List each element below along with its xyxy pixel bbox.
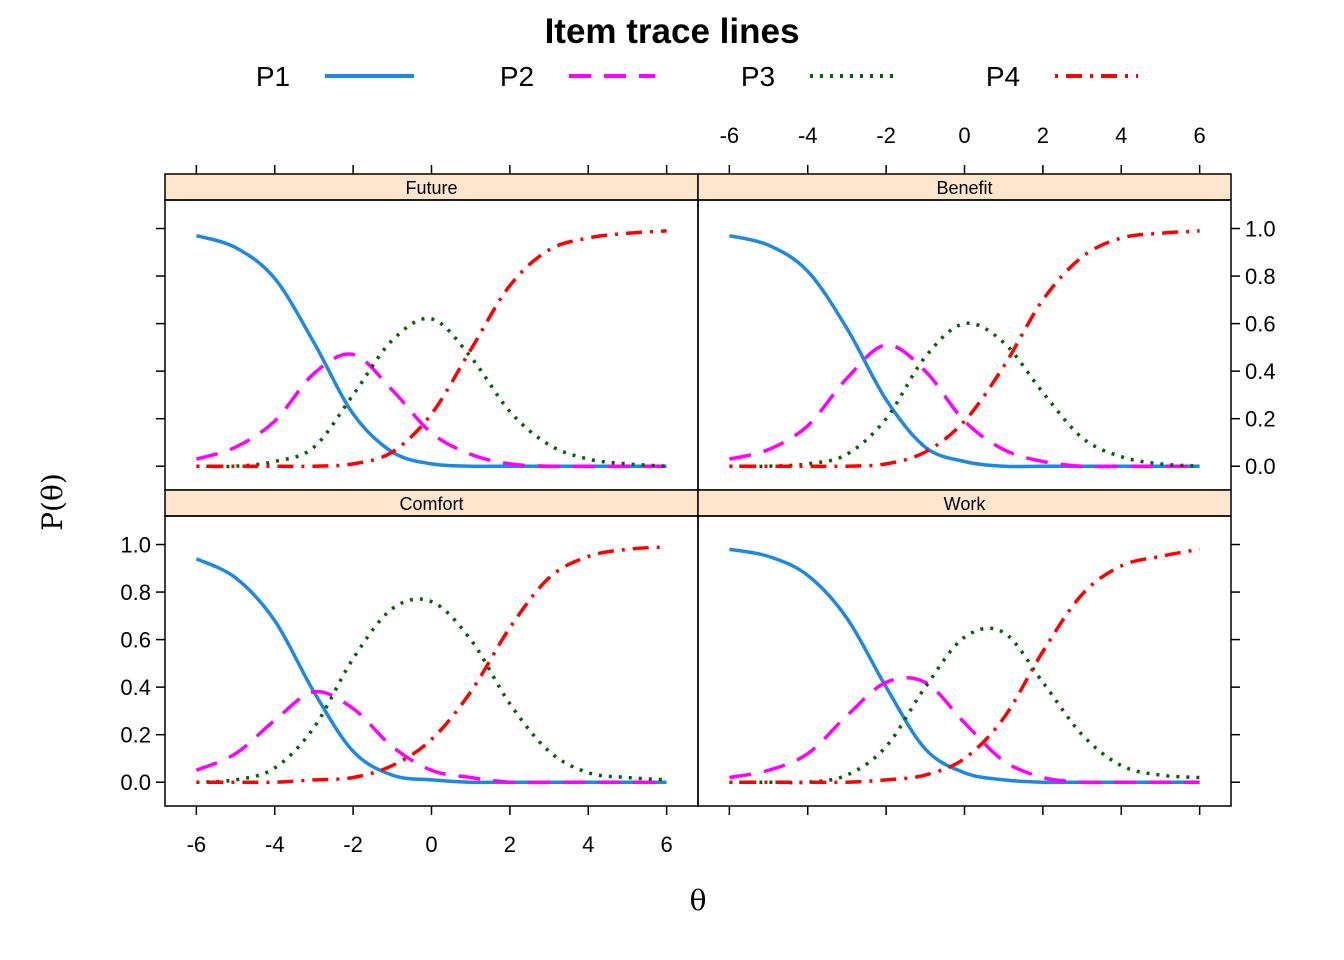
- series-benefit-p3: [729, 321, 1200, 469]
- x-tick-label: 2: [1037, 123, 1049, 148]
- x-tick-label: 0: [958, 123, 970, 148]
- x-tick-label: -4: [265, 832, 285, 857]
- x-tick-label: 0: [425, 832, 437, 857]
- x-tick-label: 2: [504, 832, 516, 857]
- x-tick-label: -6: [187, 832, 207, 857]
- y-tick-label: 0.8: [1245, 264, 1276, 289]
- x-tick-label: 6: [1194, 123, 1206, 148]
- series-future-p2: [195, 352, 667, 469]
- y-tick-label: 0.6: [1245, 312, 1276, 337]
- panel-comfort: Comfort: [164, 489, 699, 807]
- series-work-p1: [729, 547, 1200, 785]
- x-tick-label: -6: [720, 123, 740, 148]
- series-comfort-p2: [195, 689, 667, 785]
- y-tick-label: 0.4: [120, 675, 151, 700]
- x-tick-label: 4: [1115, 123, 1127, 148]
- y-tick-label: 0.2: [120, 723, 151, 748]
- chart-title: Item trace lines: [545, 12, 800, 51]
- x-tick-label: 6: [661, 832, 673, 857]
- series-comfort-p3: [196, 597, 667, 784]
- y-tick-label: 0.4: [1245, 359, 1276, 384]
- x-tick-label: -2: [876, 123, 896, 148]
- series-future-p4: [196, 229, 667, 469]
- strip-label-comfort: Comfort: [399, 494, 463, 514]
- panel-grid: Future Benefit Comfort Work: [164, 173, 1232, 807]
- series-comfort-p1: [195, 557, 667, 785]
- series-work-p3: [729, 626, 1200, 785]
- x-tick-label: -4: [798, 123, 818, 148]
- panel-future: Future: [164, 173, 699, 491]
- legend: P1 P2 P3 P4: [256, 61, 1138, 92]
- series-benefit-p1: [729, 233, 1200, 469]
- strip-label-benefit: Benefit: [936, 178, 992, 198]
- series-work-p2: [729, 676, 1200, 785]
- x-tick-label: -2: [343, 832, 363, 857]
- strip-comfort: [164, 489, 699, 517]
- strip-label-future: Future: [405, 178, 457, 198]
- y-tick-label: 0.0: [120, 770, 151, 795]
- strip-label-work: Work: [944, 494, 987, 514]
- plot-frame-comfort: [164, 515, 699, 807]
- y-axis-label: P(θ): [36, 473, 69, 531]
- y-tick-label: 0.0: [1245, 454, 1276, 479]
- legend-label-p2: P2: [500, 61, 534, 92]
- series-benefit-p2: [728, 343, 1200, 469]
- y-tick-label: 0.6: [120, 628, 151, 653]
- series-comfort-p4: [196, 545, 667, 785]
- y-tick-label: 1.0: [1245, 217, 1276, 242]
- series-work-p4: [729, 547, 1200, 785]
- panel-benefit: Benefit: [697, 173, 1232, 491]
- x-tick-label: 4: [582, 832, 594, 857]
- legend-label-p4: P4: [986, 61, 1020, 92]
- y-tick-label: 0.2: [1245, 407, 1276, 432]
- y-tick-label: 1.0: [120, 533, 151, 558]
- panel-work: Work: [697, 489, 1232, 807]
- strip-work: [697, 489, 1232, 517]
- y-tick-label: 0.8: [120, 580, 151, 605]
- x-axis-label: θ: [690, 884, 707, 917]
- plot-frame-future: [164, 199, 699, 491]
- legend-label-p1: P1: [256, 61, 290, 92]
- series-future-p3: [196, 316, 667, 469]
- legend-label-p3: P3: [741, 61, 775, 92]
- series-future-p1: [195, 234, 667, 469]
- axes: 0.0 0.2 0.4 0.6 0.8 1.0 -6 -4 -2 0 2 4 6 0.0 0.2 0.4 0.6…: [120, 123, 1275, 857]
